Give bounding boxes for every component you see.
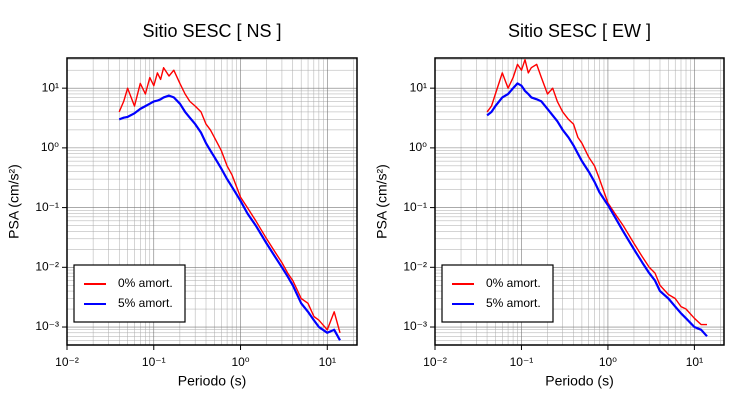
x-tick-label: 10⁻¹	[510, 355, 534, 369]
x-tick-label: 10⁻²	[423, 355, 447, 369]
series-line	[118, 94, 341, 341]
x-tick-label: 10⁻¹	[142, 355, 166, 369]
x-tick-label: 10⁻²	[55, 355, 79, 369]
legend-label: 5% amort.	[486, 296, 541, 310]
series-line	[118, 67, 341, 333]
series-line	[486, 59, 707, 326]
x-axis-label: Periodo (s)	[178, 373, 246, 389]
legend-label: 0% amort.	[486, 276, 541, 290]
y-tick-label: 10⁰	[41, 140, 59, 154]
panel: 10⁻² 10⁻¹ 10⁰ 10¹ 10⁻³ 10⁻² 10⁻¹ 10⁰ 10¹ Sitio SE…	[374, 21, 725, 389]
x-tick-label: 10⁰	[599, 355, 617, 369]
chart-title: Sitio SESC [ NS ]	[142, 21, 281, 41]
y-tick-label: 10¹	[410, 80, 427, 94]
y-tick-label: 10⁻³	[403, 319, 427, 333]
legend-label: 0% amort.	[118, 276, 173, 290]
y-tick-label: 10⁻¹	[35, 200, 59, 214]
legend-box	[73, 264, 186, 323]
y-tick-label: 10⁻³	[35, 319, 59, 333]
plot-frame	[434, 57, 725, 346]
y-tick-label: 10¹	[42, 80, 59, 94]
panel: 10⁻² 10⁻¹ 10⁰ 10¹ 10⁻³ 10⁻² 10⁻¹ 10⁰ 10¹ Sitio SE…	[6, 21, 358, 389]
y-tick-label: 10⁰	[409, 140, 427, 154]
y-tick-label: 10⁻²	[35, 259, 59, 273]
legend-box	[441, 264, 554, 323]
legend-label: 5% amort.	[118, 296, 173, 310]
x-tick-label: 10⁰	[231, 355, 249, 369]
x-axis-label: Periodo (s)	[545, 373, 613, 389]
y-tick-label: 10⁻¹	[403, 200, 427, 214]
series-line	[486, 82, 708, 338]
x-tick-label: 10¹	[686, 355, 703, 369]
y-axis-label: PSA (cm/s²)	[6, 164, 22, 239]
x-tick-label: 10¹	[319, 355, 336, 369]
chart-title: Sitio SESC [ EW ]	[508, 21, 651, 41]
y-axis-label: PSA (cm/s²)	[374, 164, 390, 239]
y-tick-label: 10⁻²	[403, 259, 427, 273]
plot-frame	[66, 57, 358, 346]
